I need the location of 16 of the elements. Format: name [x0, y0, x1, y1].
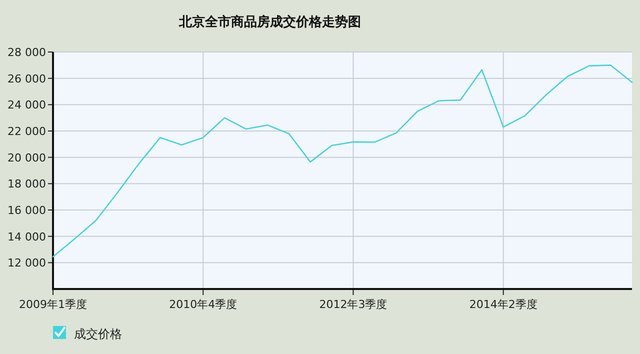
x-tick-label: 2009年1季度	[19, 298, 87, 311]
y-tick-label: 24 000	[8, 98, 46, 112]
y-tick-label: 16 000	[8, 204, 46, 217]
line-series	[52, 64, 633, 258]
y-tick-label: 18 000	[8, 178, 46, 191]
y-tick-label: 12 000	[8, 256, 46, 270]
y-tick-label: 22 000	[8, 125, 46, 138]
y-tick-label: 28 000	[8, 46, 46, 59]
y-tick-label: 26 000	[8, 72, 46, 86]
legend-label: 成交价格	[74, 327, 122, 341]
chart-title: 北京全市商品房成交价格走势图	[178, 14, 361, 30]
x-tick-label: 2010年4季度	[169, 298, 238, 311]
y-tick-label: 20 000	[8, 151, 46, 164]
x-tick-label: 2014年2季度	[469, 298, 538, 311]
x-tick-label: 2012年3季度	[319, 298, 388, 311]
y-tick-label: 14 000	[8, 230, 46, 244]
